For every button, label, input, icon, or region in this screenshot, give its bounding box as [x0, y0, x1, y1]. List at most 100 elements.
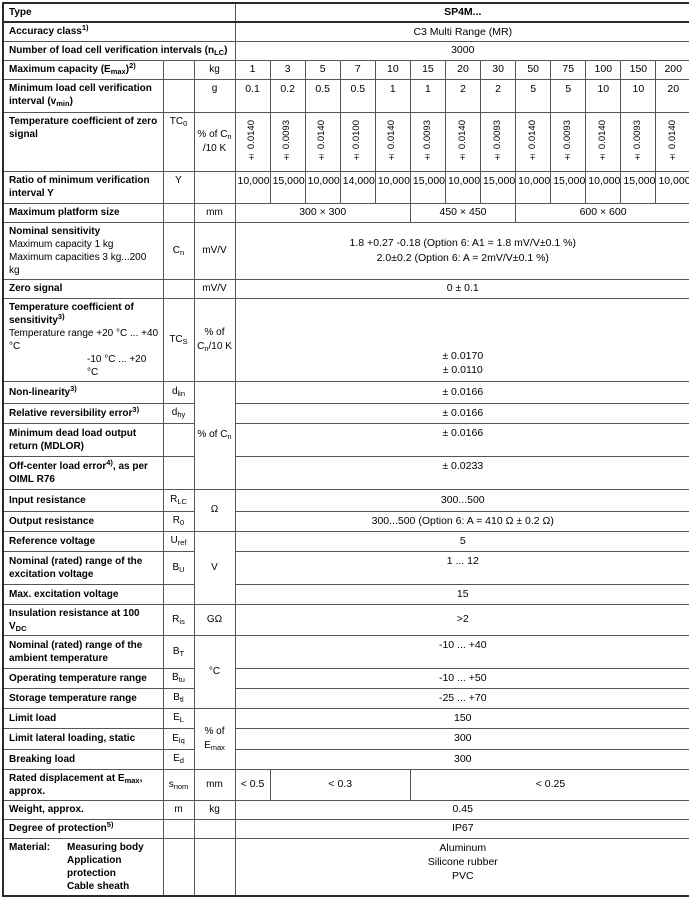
limit-load-symbol: EL [162, 707, 195, 729]
row-verification-intervals: Number of load cell verification interva… [2, 40, 689, 61]
input-resistance-label: Input resistance [2, 488, 164, 512]
maximum-capacity-label: Maximum capacity (Emax)2) [2, 59, 164, 80]
emax-value-cell: 75 [550, 59, 587, 80]
insulation-resistance-symbol: Ris [162, 603, 195, 636]
protection-value: IP67 [234, 818, 689, 839]
ratio-y-symbol: Y [162, 170, 195, 204]
reversibility-symbol: dhy [162, 402, 195, 424]
row-degree-of-protection: Degree of protection5) IP67 [2, 818, 689, 839]
type-value: SP4M... [234, 2, 689, 23]
material-symbol [162, 837, 195, 896]
unit-percent-cn: % of Cn [193, 380, 236, 490]
row-limit-load: Limit load EL % of Emax 150 [2, 707, 689, 770]
non-linearity-label: Non-linearity3) [2, 380, 164, 404]
nominal-sensitivity-symbol: Cn [162, 221, 195, 280]
tc0-value-cell: ± 0.0093 [269, 111, 306, 172]
ratio-y-value-cell: 15,000 [550, 170, 587, 204]
ambient-temperature-value: -10 ... +40 [234, 634, 689, 669]
ratio-y-value-cell: 15,000 [269, 170, 306, 204]
lateral-loading-label: Limit lateral loading, static [2, 727, 164, 750]
limit-load-value: 150 [234, 707, 689, 729]
material-value: Aluminum Silicone rubber PVC [234, 837, 689, 896]
excitation-range-symbol: BU [162, 550, 195, 585]
output-resistance-symbol: R0 [162, 510, 195, 532]
input-resistance-symbol: RLC [162, 488, 195, 512]
ratio-y-value-cell: 10,000 [304, 170, 341, 204]
non-linearity-symbol: dlin [162, 380, 195, 404]
rated-displacement-unit: mm [193, 768, 236, 801]
rated-displacement-label: Rated displacement at Emax, approx. [2, 768, 164, 801]
vmin-value-cell: 5 [515, 78, 552, 113]
maximum-capacity-unit: kg [193, 59, 236, 80]
emax-value-cell: 50 [515, 59, 552, 80]
row-mdlor: Minimum dead load output return (MDLOR) … [2, 422, 689, 457]
nominal-sensitivity-unit: mV/V [193, 221, 236, 280]
weight-value: 0.45 [234, 799, 689, 820]
unit-degrees-celsius: °C [193, 634, 236, 709]
output-resistance-value: 300...500 (Option 6: A = 410 Ω ± 0.2 Ω) [234, 510, 689, 532]
row-storage-temperature-range: Storage temperature range Btl -25 ... +7… [2, 687, 689, 709]
row-excitation-voltage-range: Nominal (rated) range of the excitation … [2, 550, 689, 585]
ratio-y-value-cell: 14,000 [339, 170, 376, 204]
row-zero-signal: Zero signal mV/V 0 ± 0.1 [2, 278, 689, 299]
tcs-symbol: TCS [162, 297, 195, 382]
tc0-symbol: TC0 [162, 111, 195, 172]
row-accuracy-class: Accuracy class1) C3 Multi Range (MR) [2, 21, 689, 42]
tc0-value-cell: ± 0.0093 [480, 111, 517, 172]
unit-percent-emax: % of Emax [193, 707, 236, 770]
tc0-unit: % of Cn/10 K [193, 111, 236, 172]
insulation-resistance-label: Insulation resistance at 100 VDC [2, 603, 164, 636]
vmin-value-cell: 10 [585, 78, 622, 113]
emax-value-cell: 200 [655, 59, 689, 80]
storage-temperature-symbol: Btl [162, 687, 195, 709]
reversibility-label: Relative reversibility error3) [2, 402, 164, 424]
row-operating-temperature-range: Operating temperature range Btu -10 ... … [2, 667, 689, 689]
ratio-y-unit [193, 170, 236, 204]
weight-label: Weight, approx. [2, 799, 164, 820]
tc0-value-cell: ± 0.0140 [655, 111, 689, 172]
row-minimum-verification-interval: Minimum load cell verification interval … [2, 78, 689, 113]
material-unit [193, 837, 236, 896]
breaking-load-symbol: Ed [162, 748, 195, 770]
row-reference-voltage: Reference voltage Uref V 5 [2, 530, 689, 605]
vmin-unit: g [193, 78, 236, 113]
insulation-resistance-value: >2 [234, 603, 689, 636]
emax-value-cell: 5 [304, 59, 341, 80]
row-insulation-resistance: Insulation resistance at 100 VDC Ris GΩ … [2, 603, 689, 636]
row-tc-zero-signal: Temperature coefficient of zero signal T… [2, 111, 689, 172]
emax-value-cell: 100 [585, 59, 622, 80]
vmin-value-cell: 1 [409, 78, 446, 113]
vmin-value-cell: 0.5 [339, 78, 376, 113]
row-ambient-temperature-range: Nominal (rated) range of the ambient tem… [2, 634, 689, 709]
excitation-range-value: 1 ... 12 [234, 550, 689, 585]
tc0-value-cell: ± 0.0140 [515, 111, 552, 172]
platform-size-value-cell: 600 × 600 [515, 202, 689, 223]
vmin-label: Minimum load cell verification interval … [2, 78, 164, 113]
vmin-value-cell: 20 [655, 78, 689, 113]
operating-temperature-symbol: Btu [162, 667, 195, 689]
ratio-y-label: Ratio of minimum verification interval Y [2, 170, 164, 204]
tc0-value-cell: ± 0.0100 [339, 111, 376, 172]
reversibility-value: ± 0.0166 [234, 402, 689, 424]
rated-displacement-value-cell: < 0.5 [234, 768, 271, 801]
ambient-temperature-label: Nominal (rated) range of the ambient tem… [2, 634, 164, 669]
vmin-value-cell: 10 [620, 78, 657, 113]
platform-size-value-cell: 300 × 300 [234, 202, 411, 223]
platform-size-unit: mm [193, 202, 236, 223]
mdlor-symbol [162, 422, 195, 457]
tc0-value-cell: ± 0.0140 [304, 111, 341, 172]
accuracy-class-value: C3 Multi Range (MR) [234, 21, 689, 42]
tc0-value-cell: ± 0.0140 [374, 111, 411, 172]
row-tc-sensitivity: Temperature coefficient of sensitivity3)… [2, 297, 689, 382]
ratio-y-value-cell: 10,000 [515, 170, 552, 204]
ratio-y-value-cell: 10,000 [655, 170, 689, 204]
reference-voltage-label: Reference voltage [2, 530, 164, 552]
emax-value-cell: 7 [339, 59, 376, 80]
storage-temperature-label: Storage temperature range [2, 687, 164, 709]
emax-value-cell: 30 [480, 59, 517, 80]
ratio-y-value-cell: 10,000 [374, 170, 411, 204]
weight-symbol: m [162, 799, 195, 820]
max-excitation-label: Max. excitation voltage [2, 583, 164, 605]
emax-value-cell: 150 [620, 59, 657, 80]
